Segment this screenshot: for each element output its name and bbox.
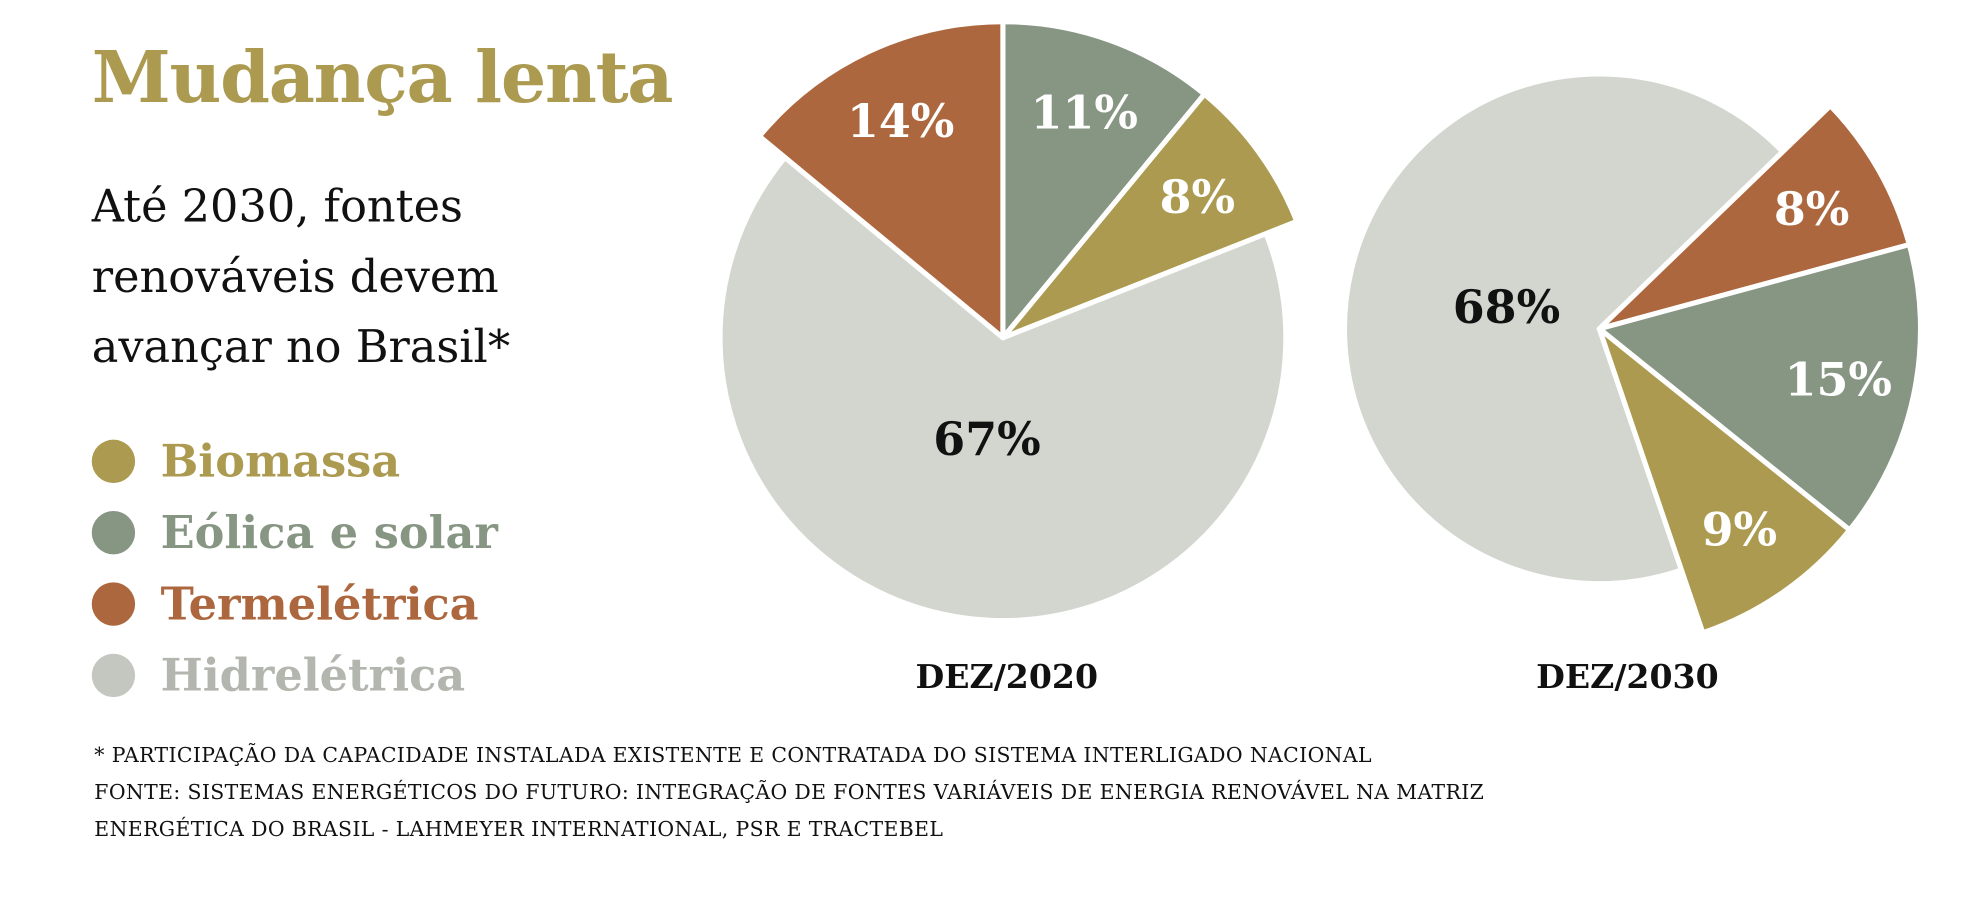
pie-slice-termeletrica	[1596, 103, 1912, 332]
pie-slice-hidreletrica	[1342, 71, 1786, 587]
legend-swatch-icon	[91, 582, 136, 626]
slice-data-label: 11%	[1031, 85, 1138, 139]
pie-slice-termeletrica	[756, 19, 1006, 341]
pie-slice-biomassa	[1000, 91, 1300, 341]
source-line: ENERGÉTICA DO BRASIL - LAHMEYER INTERNAT…	[94, 816, 944, 842]
legend-swatch-icon	[91, 511, 136, 555]
pie-slice-hidreletrica	[717, 154, 1289, 624]
pie-slice-eolica-e-solar	[1000, 19, 1207, 341]
slice-data-label: 15%	[1785, 352, 1892, 406]
footnotes: * PARTICIPAÇÃO DA CAPACIDADE INSTALADA E…	[94, 737, 1484, 848]
pie-chart-2030: 8% 15% 9% 68%	[1342, 71, 1924, 636]
slice-data-label: 8%	[1774, 182, 1849, 236]
legend: Biomassa Eólica e solar Termelétrica Hid…	[91, 426, 498, 711]
legend-label: Hidrelétrica	[160, 649, 466, 702]
legend-item-hidreletrica: Hidrelétrica	[91, 640, 498, 711]
pie-slice-biomassa	[1596, 326, 1853, 636]
legend-item-eolica-solar: Eólica e solar	[91, 497, 498, 568]
footnote-line: * PARTICIPAÇÃO DA CAPACIDADE INSTALADA E…	[94, 742, 1372, 768]
chart-subtitle: Até 2030, fontes renováveis devem avança…	[91, 182, 511, 374]
slice-data-label: 14%	[847, 94, 954, 148]
legend-item-biomassa: Biomassa	[91, 426, 498, 497]
pie-caption-2030: DEZ/2030	[1536, 657, 1718, 696]
legend-swatch-icon	[91, 653, 136, 698]
legend-label: Termelétrica	[160, 577, 479, 631]
legend-swatch-icon	[91, 439, 136, 483]
source-line: FONTE: SISTEMAS ENERGÉTICOS DO FUTURO: I…	[94, 779, 1485, 805]
pie-caption-2020: DEZ/2020	[916, 657, 1098, 696]
slice-data-label: 68%	[1453, 280, 1560, 334]
legend-label: Eólica e solar	[160, 506, 498, 559]
chart-title: Mudança lenta	[91, 35, 674, 120]
pie-slice-eolica-e-solar	[1596, 242, 1924, 533]
slice-data-label: 9%	[1702, 502, 1777, 556]
legend-label: Biomassa	[160, 435, 401, 488]
pie-chart-2020: 14% 11% 8% 67%	[717, 19, 1300, 624]
slice-data-label: 67%	[933, 412, 1040, 466]
legend-item-termeletrica: Termelétrica	[91, 568, 498, 639]
slice-data-label: 8%	[1160, 170, 1235, 224]
